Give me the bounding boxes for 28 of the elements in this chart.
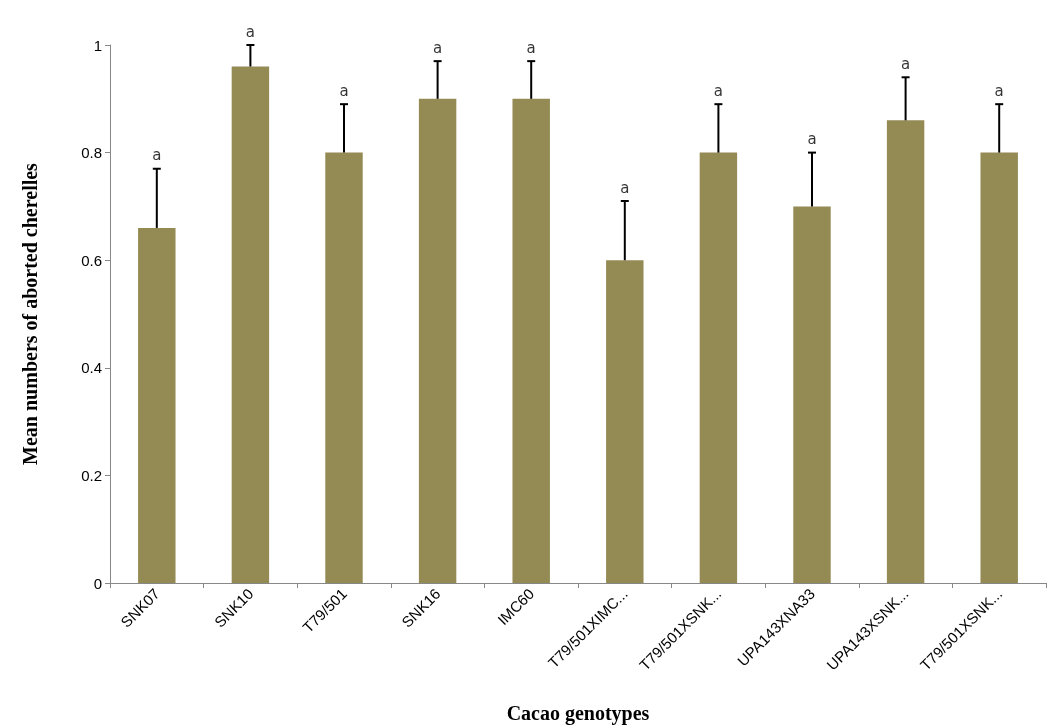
annotation: a — [901, 54, 911, 73]
annotation: a — [620, 178, 630, 197]
y-axis-title: Mean numbers of aborted cherelles — [19, 162, 41, 465]
bar — [418, 98, 457, 583]
bar — [793, 206, 831, 583]
y-tick-label: 1 — [93, 36, 102, 54]
annotation: a — [339, 81, 349, 100]
annotation: a — [807, 130, 817, 149]
y-tick-label: 0.4 — [81, 359, 102, 377]
text: a — [245, 22, 255, 41]
y-tick-label: 0 — [93, 574, 102, 592]
annotation: a — [994, 81, 1004, 100]
bar — [325, 152, 363, 583]
bar — [699, 152, 738, 583]
bar — [512, 98, 550, 583]
annotation: a — [713, 81, 723, 100]
bar — [606, 260, 644, 583]
bar — [138, 227, 176, 583]
annotation: a — [433, 38, 443, 57]
y-tick-label: 0.2 — [81, 466, 102, 484]
x-axis-title: Cacao genotypes — [506, 702, 650, 725]
annotation: a — [526, 38, 536, 57]
annotation: a — [152, 146, 162, 165]
bar — [231, 66, 270, 583]
bar — [886, 120, 925, 583]
y-tick-label: 0.8 — [81, 144, 102, 162]
bar — [980, 152, 1018, 583]
y-tick-label: 0.6 — [81, 251, 102, 269]
